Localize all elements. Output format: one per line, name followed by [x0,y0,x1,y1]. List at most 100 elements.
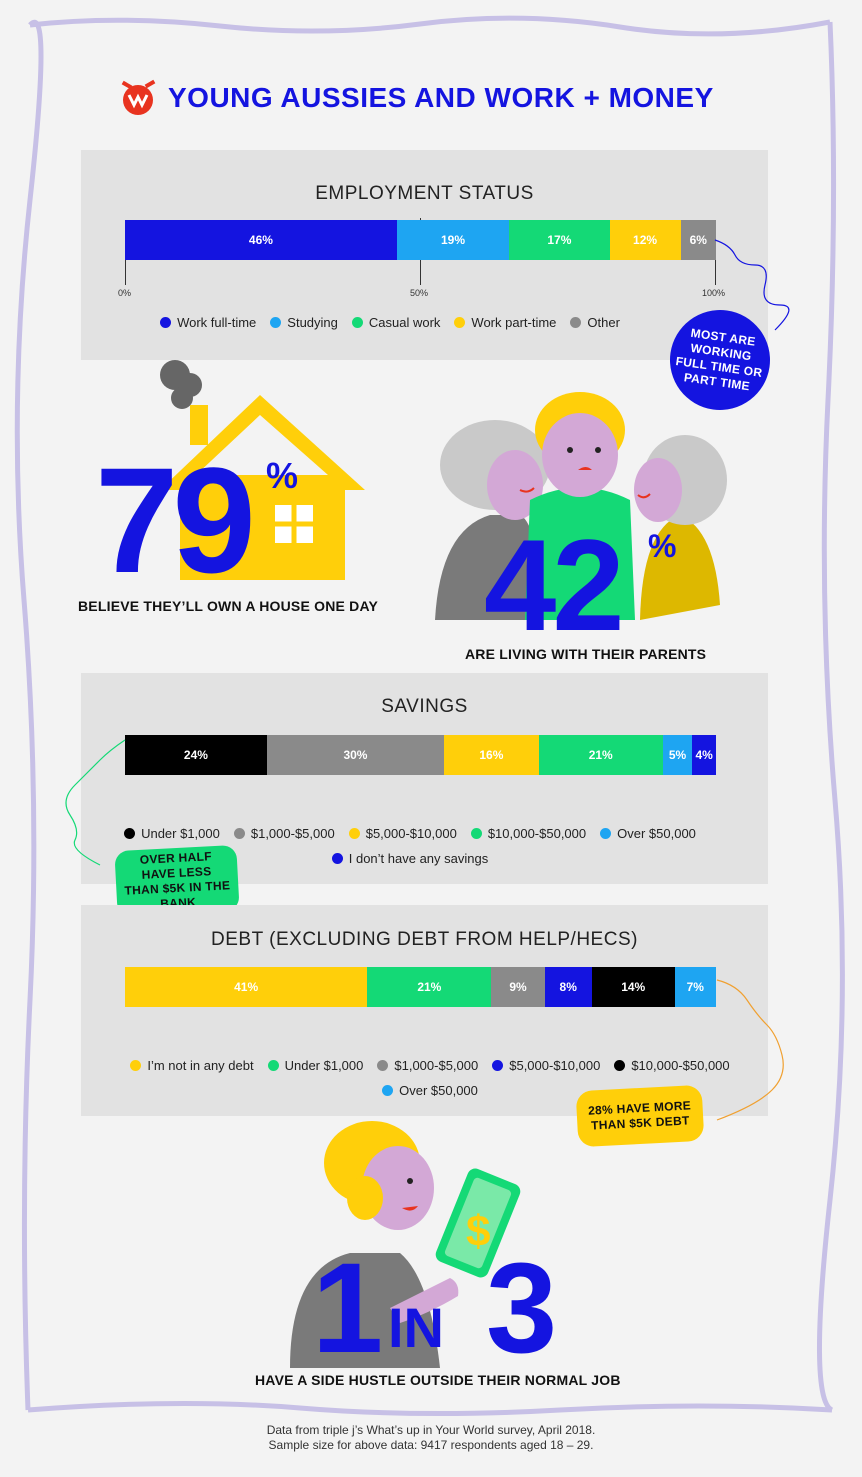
header: YOUNG AUSSIES AND WORK + MONEY [118,78,714,118]
legend-label: Under $1,000 [284,1058,364,1073]
bar-segment-10-000-50-000: 14% [591,967,675,1007]
legend-item-other: Other [570,315,620,330]
legend-label: Over $50,000 [399,1083,478,1098]
legend-item-1-000-5-000: $1,000-$5,000 [233,826,335,841]
tick-label-0: 0% [118,288,132,298]
tick-line-100 [715,260,716,285]
employment-legend: Work full-time Studying Casual work Work pa… [110,315,670,340]
legend-swatch [614,1060,626,1071]
legend-swatch [377,1060,389,1071]
bar-segment-1-000-5-000: 30% [266,735,445,775]
hustle-stat-in: IN [388,1296,444,1359]
legend-swatch [130,1060,142,1071]
bar-segment-i-m-not-in-any-debt: 41% [125,967,368,1007]
legend-swatch [124,828,136,839]
legend-item-10-000-50-000: $10,000-$50,000 [614,1058,730,1073]
legend-swatch [600,828,612,839]
legend-label: $10,000-$50,000 [487,826,587,841]
savings-bar: 24% 30% 16% 21% 5% 4% [125,735,716,775]
tick-line-0 [125,260,126,285]
bar-segment-5-000-10-000: 16% [444,735,539,775]
legend-label: Under $1,000 [141,826,220,841]
hustle-stat-caption: HAVE A SIDE HUSTLE OUTSIDE THEIR NORMAL … [255,1372,621,1388]
bar-segment-under-1-000: 24% [125,735,267,775]
bar-segment-10-000-50-000: 21% [538,735,663,775]
legend-label: $10,000-$50,000 [631,1058,730,1073]
tick-label-50: 50% [410,288,429,298]
bar-segment-5-000-10-000: 8% [544,967,592,1007]
page-title: YOUNG AUSSIES AND WORK + MONEY [168,82,714,113]
debt-callout: 28% HAVE MORE THAN $5K DEBT [575,1084,705,1148]
bar-segment-work-part-time: 12% [609,220,681,260]
legend-label: Studying [287,315,338,330]
employment-title: EMPLOYMENT STATUS [315,183,534,204]
parents-stat-number: 42 [484,512,625,658]
legend-item-5-000-10-000: $5,000-$10,000 [492,1058,600,1073]
legend-swatch [233,828,245,839]
legend-label: $1,000-$5,000 [394,1058,479,1073]
legend-swatch [351,317,363,328]
bar-segment-over-50-000: 7% [674,967,716,1007]
legend-swatch [348,828,360,839]
legend-item-10-000-50-000: $10,000-$50,000 [470,826,587,841]
svg-text:$: $ [466,1207,490,1256]
savings-title: SAVINGS [381,696,468,717]
legend-swatch [454,317,466,328]
debt-title: DEBT (EXCLUDING DEBT FROM HELP/HECS) [211,929,638,950]
footnote-line-2: Sample size for above data: 9417 respond… [268,1438,594,1452]
debt-bar: 41% 21% 9% 8% 14% 7% [125,967,716,1007]
savings-legend: Under $1,000 $1,000-$5,000 $5,000-$10,000 $… [110,826,710,876]
legend-label: $5,000-$10,000 [509,1058,601,1073]
legend-swatch [267,1060,279,1071]
bar-segment-under-1-000: 21% [367,967,492,1007]
parents-stat-percent: % [648,528,677,564]
legend-item-1-000-5-000: $1,000-$5,000 [377,1058,478,1073]
legend-item-under-1-000: Under $1,000 [124,826,220,841]
legend-label: I’m not in any debt [147,1058,254,1073]
tick-label-100: 100% [702,288,726,298]
legend-label: $5,000-$10,000 [365,826,457,841]
house-stat-number: 79 [95,436,256,604]
employment-callout-squiggle [714,239,790,331]
hustle-stat-three: 3 [486,1237,558,1380]
debt-callout-squiggle [716,979,784,1121]
legend-label: Work part-time [471,315,557,330]
legend-swatch [470,828,482,839]
footnote-line-1: Data from triple j’s What’s up in Your W… [266,1423,596,1437]
legend-swatch [160,317,172,328]
employment-bar: 46% 19% 17% 12% 6% [125,220,716,260]
legend-item-studying: Studying [270,315,338,330]
family-illustration [435,392,727,620]
bar-segment-casual-work: 17% [509,220,610,260]
legend-item-over-50-000: Over $50,000 [600,826,696,841]
legend-item-i-m-not-in-any-debt: I’m not in any debt [130,1058,254,1073]
legend-item-work-part-time: Work part-time [454,315,556,330]
bar-segment-1-000-5-000: 9% [491,967,545,1007]
savings-callout-squiggle [65,739,126,866]
legend-item-work-full-time: Work full-time [160,315,256,330]
legend-label: I don’t have any savings [348,851,489,866]
footnote: Data from triple j’s What’s up in Your W… [0,1423,862,1453]
bar-segment-other: 6% [680,220,716,260]
hustle-stat-one: 1 [312,1237,384,1380]
legend-item-over-50-000: Over $50,000 [382,1083,478,1098]
triple-j-logo-icon [121,79,156,115]
legend-item-under-1-000: Under $1,000 [267,1058,364,1073]
legend-label: Other [587,315,620,330]
legend-swatch [270,317,282,328]
legend-label: Casual work [368,315,441,330]
legend-swatch [492,1060,504,1071]
debt-legend: I’m not in any debt Under $1,000 $1,000-$5… [100,1058,760,1108]
phone-user-illustration: $ [290,1121,521,1368]
legend-label: Over $50,000 [617,826,696,841]
legend-label: Work full-time [177,315,257,330]
legend-swatch [382,1085,394,1096]
legend-label: $1,000-$5,000 [250,826,335,841]
debt-panel: DEBT (EXCLUDING DEBT FROM HELP/HECS) [81,905,768,1116]
legend-item-5-000-10-000: $5,000-$10,000 [348,826,457,841]
house-stat-caption: BELIEVE THEY’LL OWN A HOUSE ONE DAY [78,598,379,614]
bar-segment-over-50-000: 5% [662,735,693,775]
legend-item-casual-work: Casual work [351,315,441,330]
house-illustration [160,360,365,580]
